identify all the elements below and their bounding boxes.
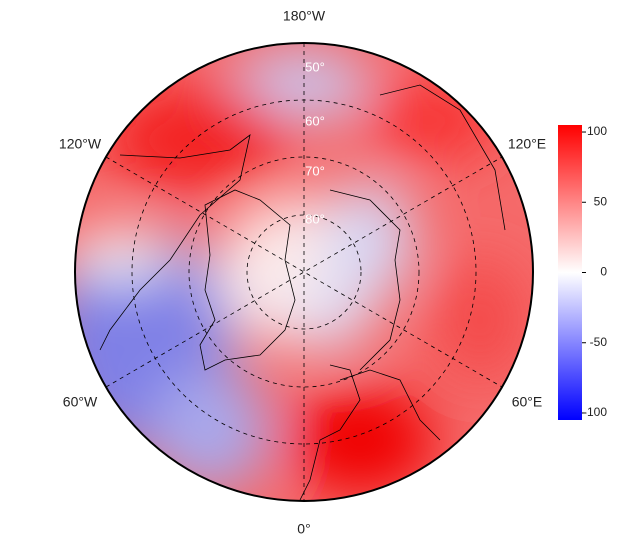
- colorbar-tick-label: 100: [587, 124, 607, 138]
- longitude-label: 60°E: [512, 394, 543, 410]
- latitude-label: 60°: [305, 113, 325, 128]
- longitude-label: 120°E: [508, 136, 546, 152]
- colorbar-tick-label: -100: [583, 405, 607, 419]
- longitude-label: 120°W: [59, 136, 102, 152]
- latitude-label: 70°: [305, 163, 325, 178]
- field: [75, 43, 533, 501]
- colorbar-tick-label: 50: [594, 194, 608, 208]
- longitude-label: 180°W: [283, 8, 326, 24]
- coastlines: [99, 84, 506, 501]
- colorbar-tick-label: -50: [590, 335, 608, 349]
- map-border: [74, 42, 534, 502]
- latitude-label: 50°: [305, 59, 325, 74]
- longitude-label: 60°W: [63, 394, 98, 410]
- longitude-label: 0°: [297, 521, 310, 537]
- latitude-label: 80°: [305, 211, 325, 226]
- colorbar: [558, 125, 582, 420]
- graticule: [75, 43, 533, 501]
- colorbar-tick-label: 0: [600, 265, 607, 279]
